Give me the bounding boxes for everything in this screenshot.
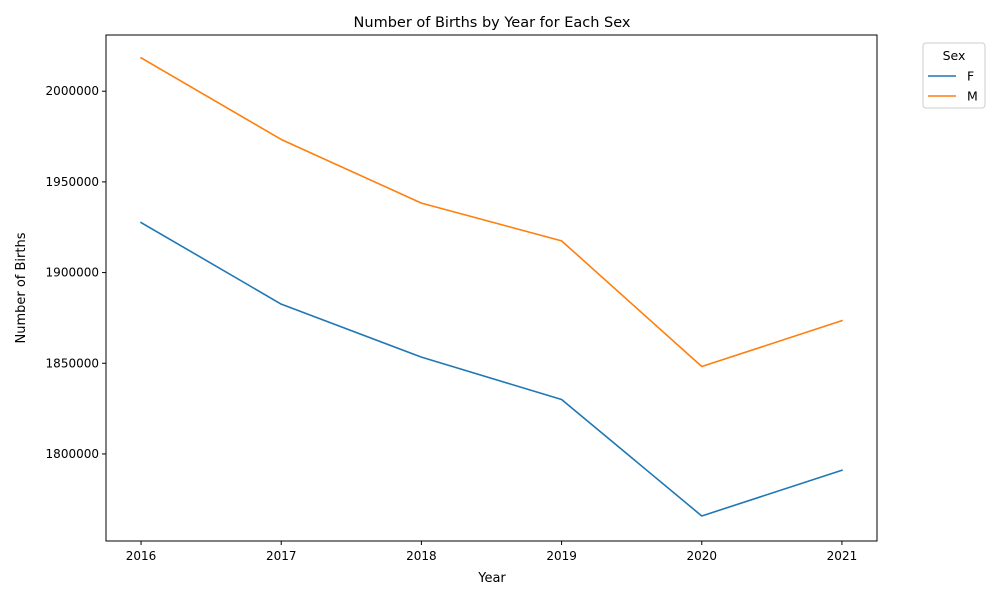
y-axis-label: Number of Births [14, 232, 29, 343]
series-line-f [139, 221, 843, 517]
y-tick-label: 1900000 [46, 266, 99, 280]
y-axis-ticks: 1800000 1850000 1900000 1950000 2000000 [46, 84, 106, 461]
legend-label-f: F [967, 69, 974, 84]
x-tick-label: 2019 [546, 549, 577, 563]
plot-lines [139, 56, 843, 517]
legend: Sex FM [922, 42, 986, 109]
x-tick-label: 2016 [126, 549, 157, 563]
series-line-m [139, 56, 843, 368]
y-tick-label: 2000000 [46, 84, 99, 98]
x-tick-label: 2017 [266, 549, 297, 563]
legend-title: Sex [943, 48, 966, 63]
x-tick-label: 2018 [406, 549, 437, 563]
x-axis-ticks: 2016 2017 2018 2019 2020 2021 [126, 541, 857, 563]
legend-label-m: M [967, 89, 978, 104]
chart-title: Number of Births by Year for Each Sex [354, 15, 631, 31]
y-tick-label: 1800000 [46, 447, 99, 461]
x-tick-label: 2020 [686, 549, 717, 563]
y-tick-label: 1950000 [46, 175, 99, 189]
x-tick-label: 2021 [827, 549, 858, 563]
plot-area-frame [105, 34, 878, 542]
legend-items: FM [928, 69, 978, 104]
x-axis-label: Year [477, 571, 506, 586]
y-tick-label: 1850000 [46, 356, 99, 370]
